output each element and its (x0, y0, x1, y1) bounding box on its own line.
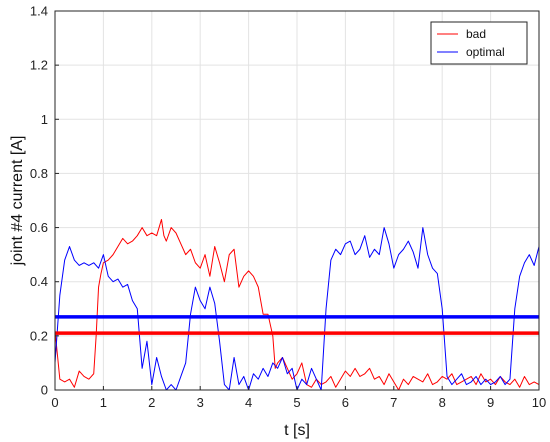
x-tick-label: 2 (148, 395, 155, 410)
y-tick-label: 0.4 (30, 274, 48, 289)
x-tick-label: 0 (51, 395, 58, 410)
y-tick-label: 0.6 (30, 220, 48, 235)
x-tick-label: 9 (487, 395, 494, 410)
y-tick-label: 0.8 (30, 166, 48, 181)
x-tick-label: 8 (439, 395, 446, 410)
x-tick-label: 5 (293, 395, 300, 410)
x-tick-label: 6 (342, 395, 349, 410)
x-tick-label: 1 (100, 395, 107, 410)
y-tick-label: 1 (41, 112, 48, 127)
x-tick-label: 7 (390, 395, 397, 410)
y-axis-label: joint #4 current [A] (9, 136, 26, 267)
x-axis-label: t [s] (284, 422, 310, 439)
y-tick-label: 0.2 (30, 328, 48, 343)
y-tick-label: 1.2 (30, 58, 48, 73)
y-tick-label: 1.4 (30, 4, 48, 19)
legend-label-optimal: optimal (466, 45, 505, 59)
x-tick-label: 4 (245, 395, 252, 410)
x-tick-label: 10 (532, 395, 546, 410)
y-tick-label: 0 (41, 383, 48, 398)
axis-ticks: 0 1 2 3 4 5 6 7 8 9 10 0 0.2 0.4 0.6 0.8 1 1.2 1.4 (30, 4, 546, 411)
legend-box (430, 21, 528, 65)
legend-label-bad: bad (466, 27, 486, 41)
x-tick-label: 3 (197, 395, 204, 410)
legend: bad optimal (430, 21, 528, 65)
